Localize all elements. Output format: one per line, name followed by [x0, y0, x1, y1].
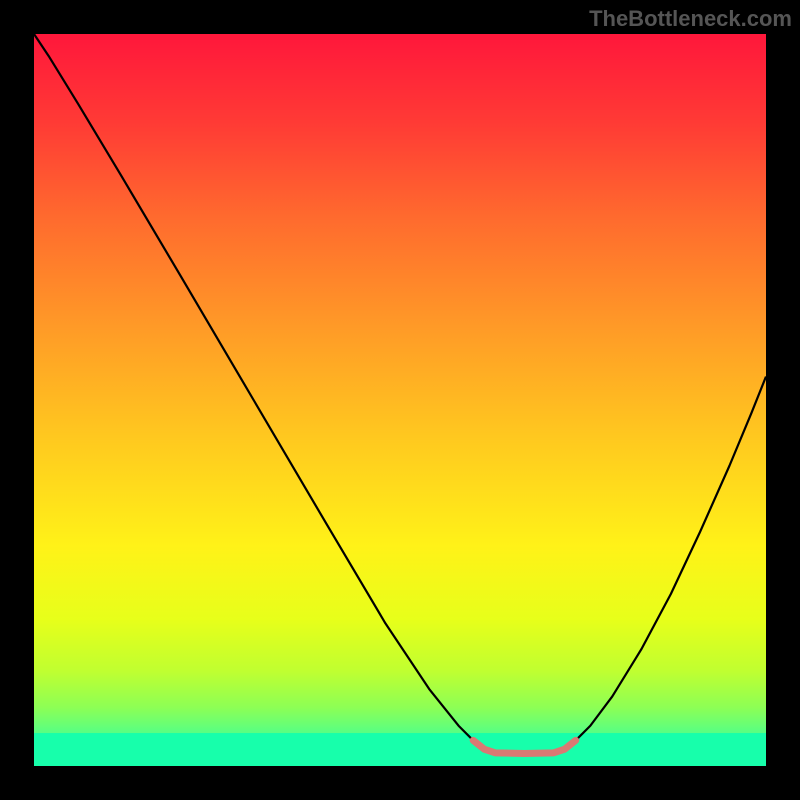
plot-bottom-band: [34, 733, 766, 766]
chart-container: TheBottleneck.com: [0, 0, 800, 800]
plot-svg: [34, 34, 766, 766]
watermark-text: TheBottleneck.com: [589, 6, 792, 32]
plot-area: [34, 34, 766, 766]
plot-background: [34, 34, 766, 766]
